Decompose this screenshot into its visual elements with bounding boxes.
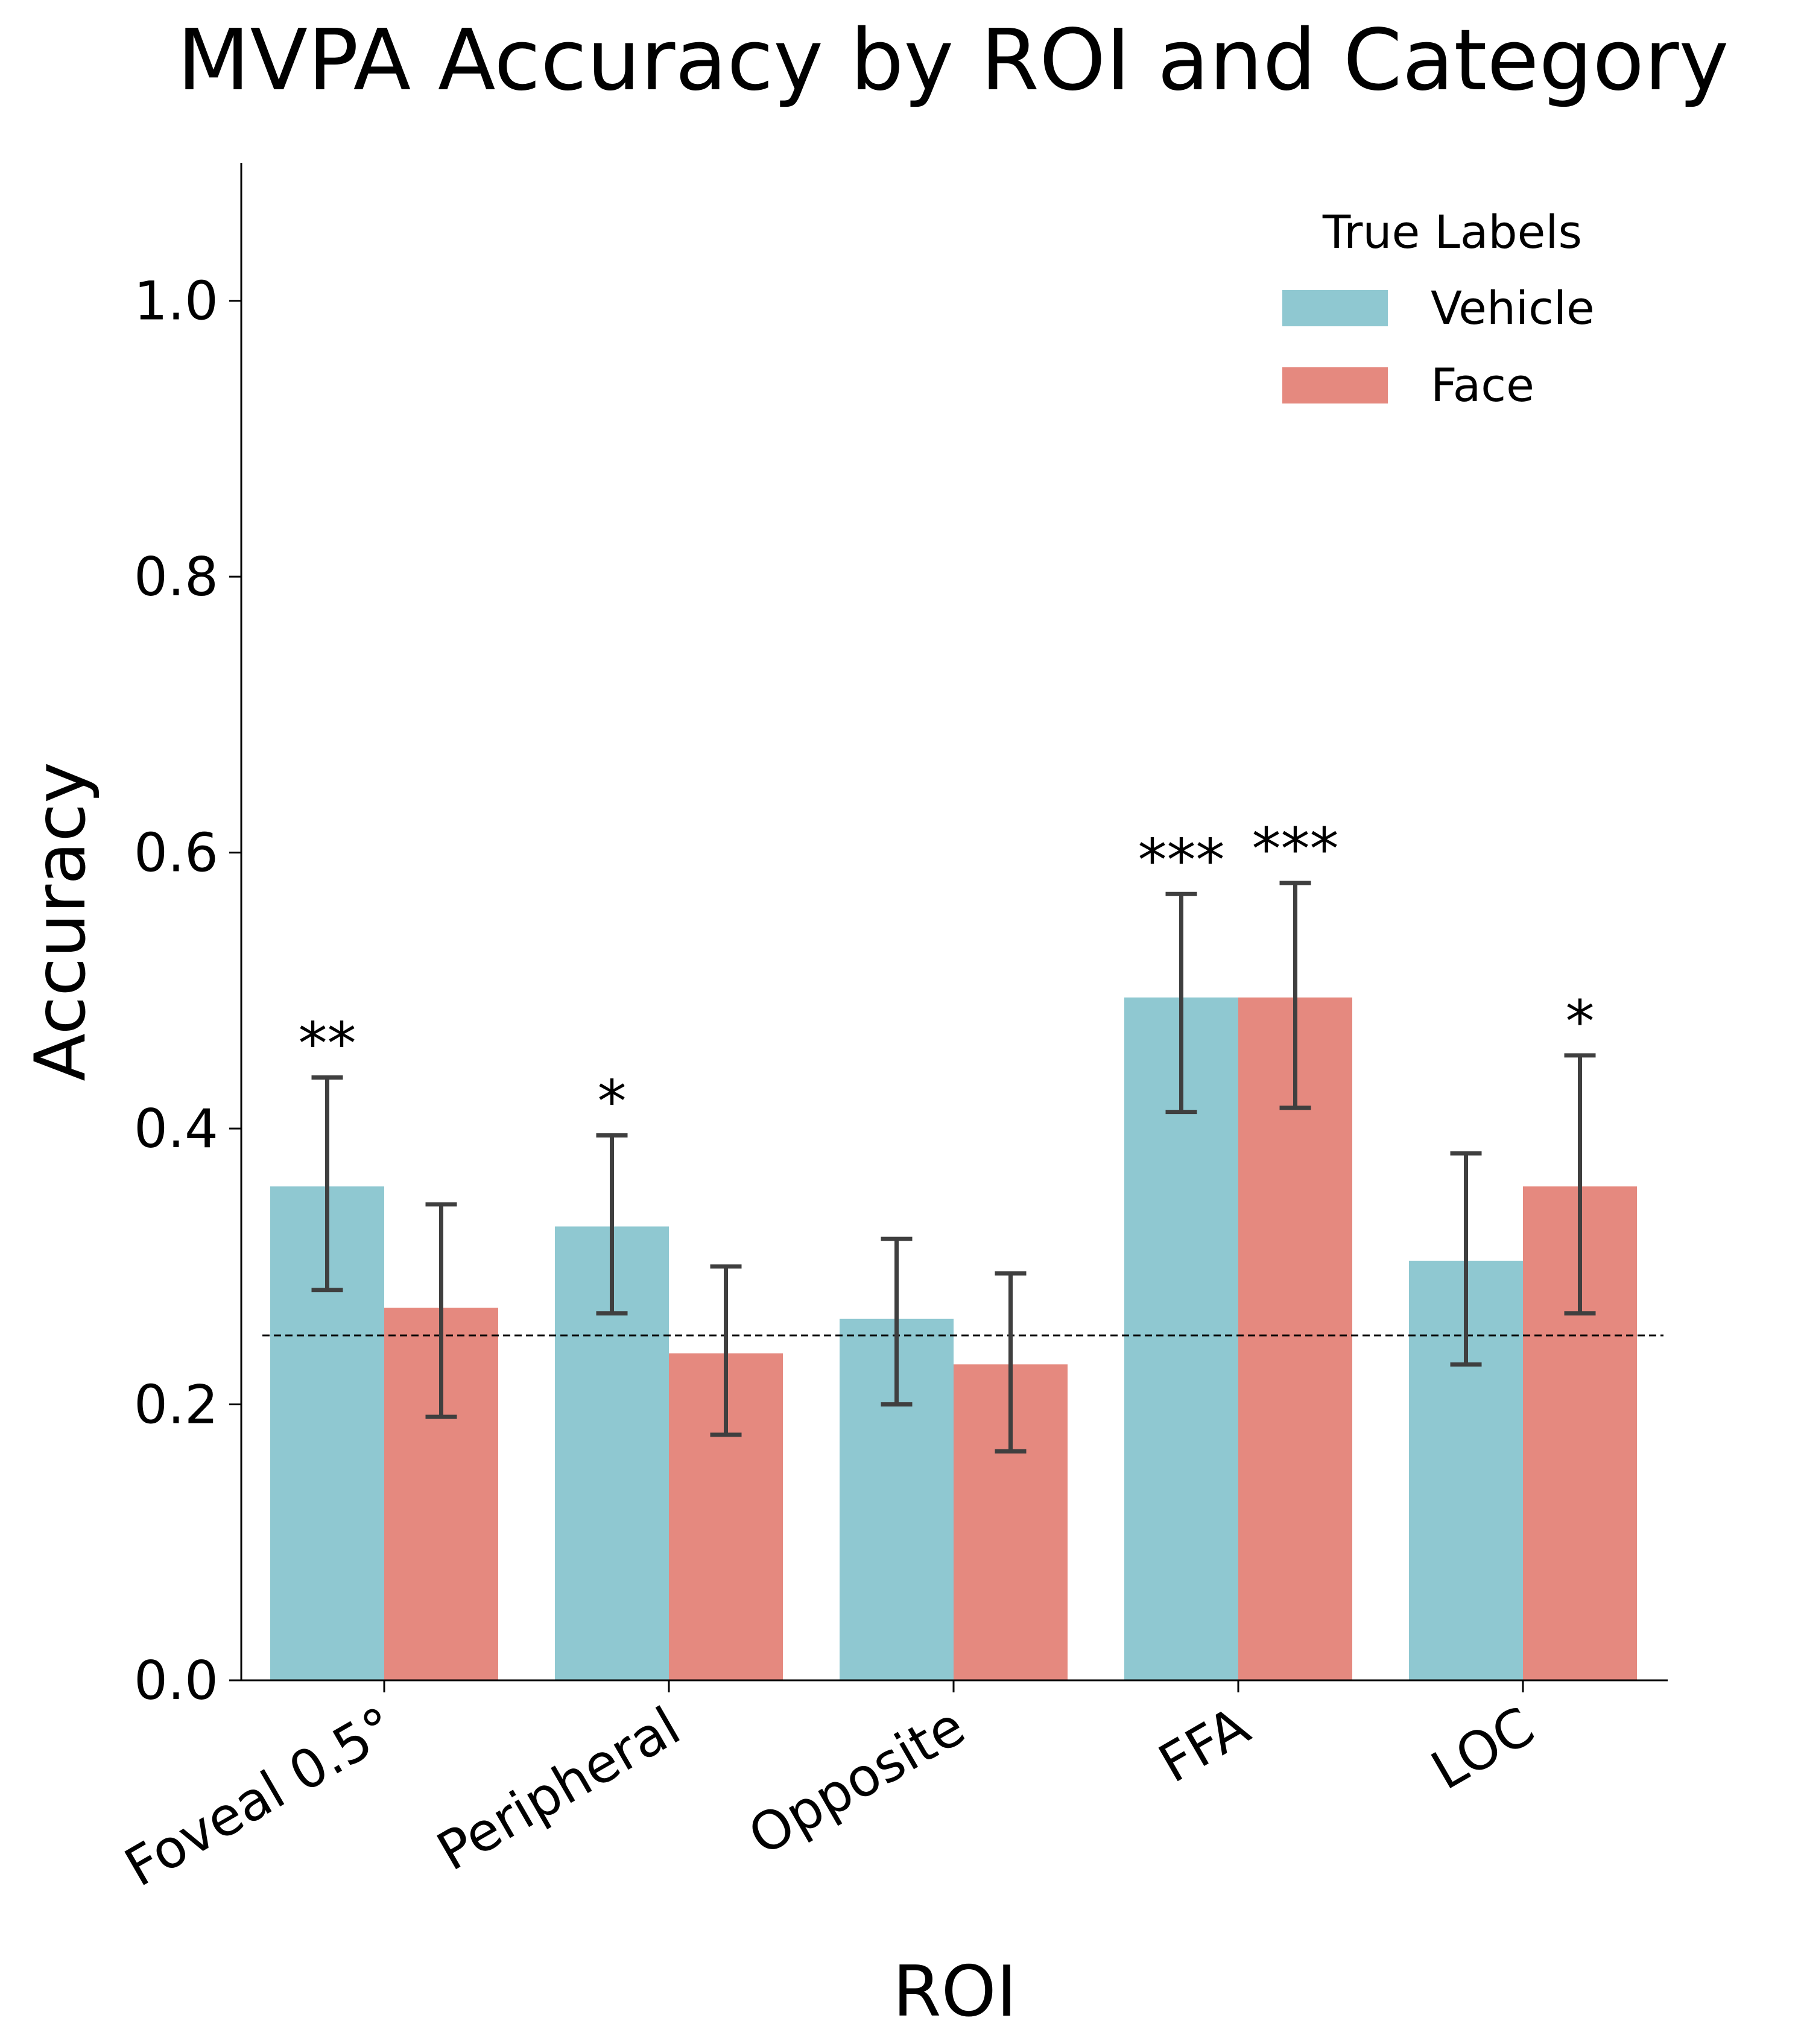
y-tick-label: 0.4 [134, 1098, 218, 1160]
x-tick-label-peripheral: Peripheral [427, 1695, 691, 1883]
x-tick-label-opposite: Opposite [738, 1695, 975, 1867]
significance-vehicle-foveal-0-5: ** [299, 1010, 356, 1077]
error-bar-vehicle-loc [1450, 1151, 1482, 1367]
y-axis-ticks: 0.0 0.2 0.4 0.6 0.8 1.0 [134, 270, 241, 1712]
y-tick-label: 0.2 [134, 1374, 218, 1436]
y-axis-label: Accuracy [20, 762, 101, 1081]
x-axis-ticks: Foveal 0.5° Peripheral Opposite FFA LOC [115, 1680, 1545, 1899]
error-bar-vehicle-peripheral [596, 1133, 628, 1316]
legend: True Labels Vehicle Face [1282, 205, 1595, 412]
error-bar-face-ffa [1279, 881, 1311, 1110]
y-tick-label: 0.8 [134, 546, 218, 608]
y-tick-label: 1.0 [134, 270, 218, 332]
significance-vehicle-peripheral: * [598, 1068, 627, 1136]
x-tick-label-foveal-0-5: Foveal 0.5° [115, 1695, 406, 1899]
y-tick-label: 0.0 [134, 1650, 218, 1712]
error-bar-face-peripheral [710, 1264, 742, 1437]
bar-face-ffa [1238, 997, 1352, 1680]
error-bar-vehicle-opposite [881, 1236, 913, 1407]
legend-swatch-vehicle [1282, 290, 1388, 326]
error-bar-face-foveal-0-5 [425, 1202, 457, 1419]
legend-label-face: Face [1431, 358, 1534, 412]
legend-swatch-face [1282, 367, 1388, 403]
chart-title: MVPA Accuracy by ROI and Category [177, 11, 1729, 110]
error-bar-vehicle-foveal-0-5 [311, 1075, 343, 1293]
x-axis-label: ROI [893, 1951, 1017, 2033]
error-bar-face-opposite [995, 1271, 1027, 1454]
error-bar-face-loc [1564, 1053, 1596, 1316]
significance-face-loc: * [1566, 988, 1595, 1055]
x-tick-label-ffa: FFA [1148, 1695, 1259, 1795]
legend-label-vehicle: Vehicle [1431, 281, 1595, 335]
legend-title: True Labels [1322, 205, 1582, 259]
error-bar-vehicle-ffa [1165, 891, 1197, 1115]
y-tick-label: 0.6 [134, 822, 218, 884]
significance-vehicle-ffa: *** [1138, 826, 1225, 894]
plot-area: ****** **** [262, 815, 1663, 1680]
significance-face-ffa: *** [1252, 815, 1339, 883]
x-tick-label-loc: LOC [1421, 1695, 1544, 1802]
